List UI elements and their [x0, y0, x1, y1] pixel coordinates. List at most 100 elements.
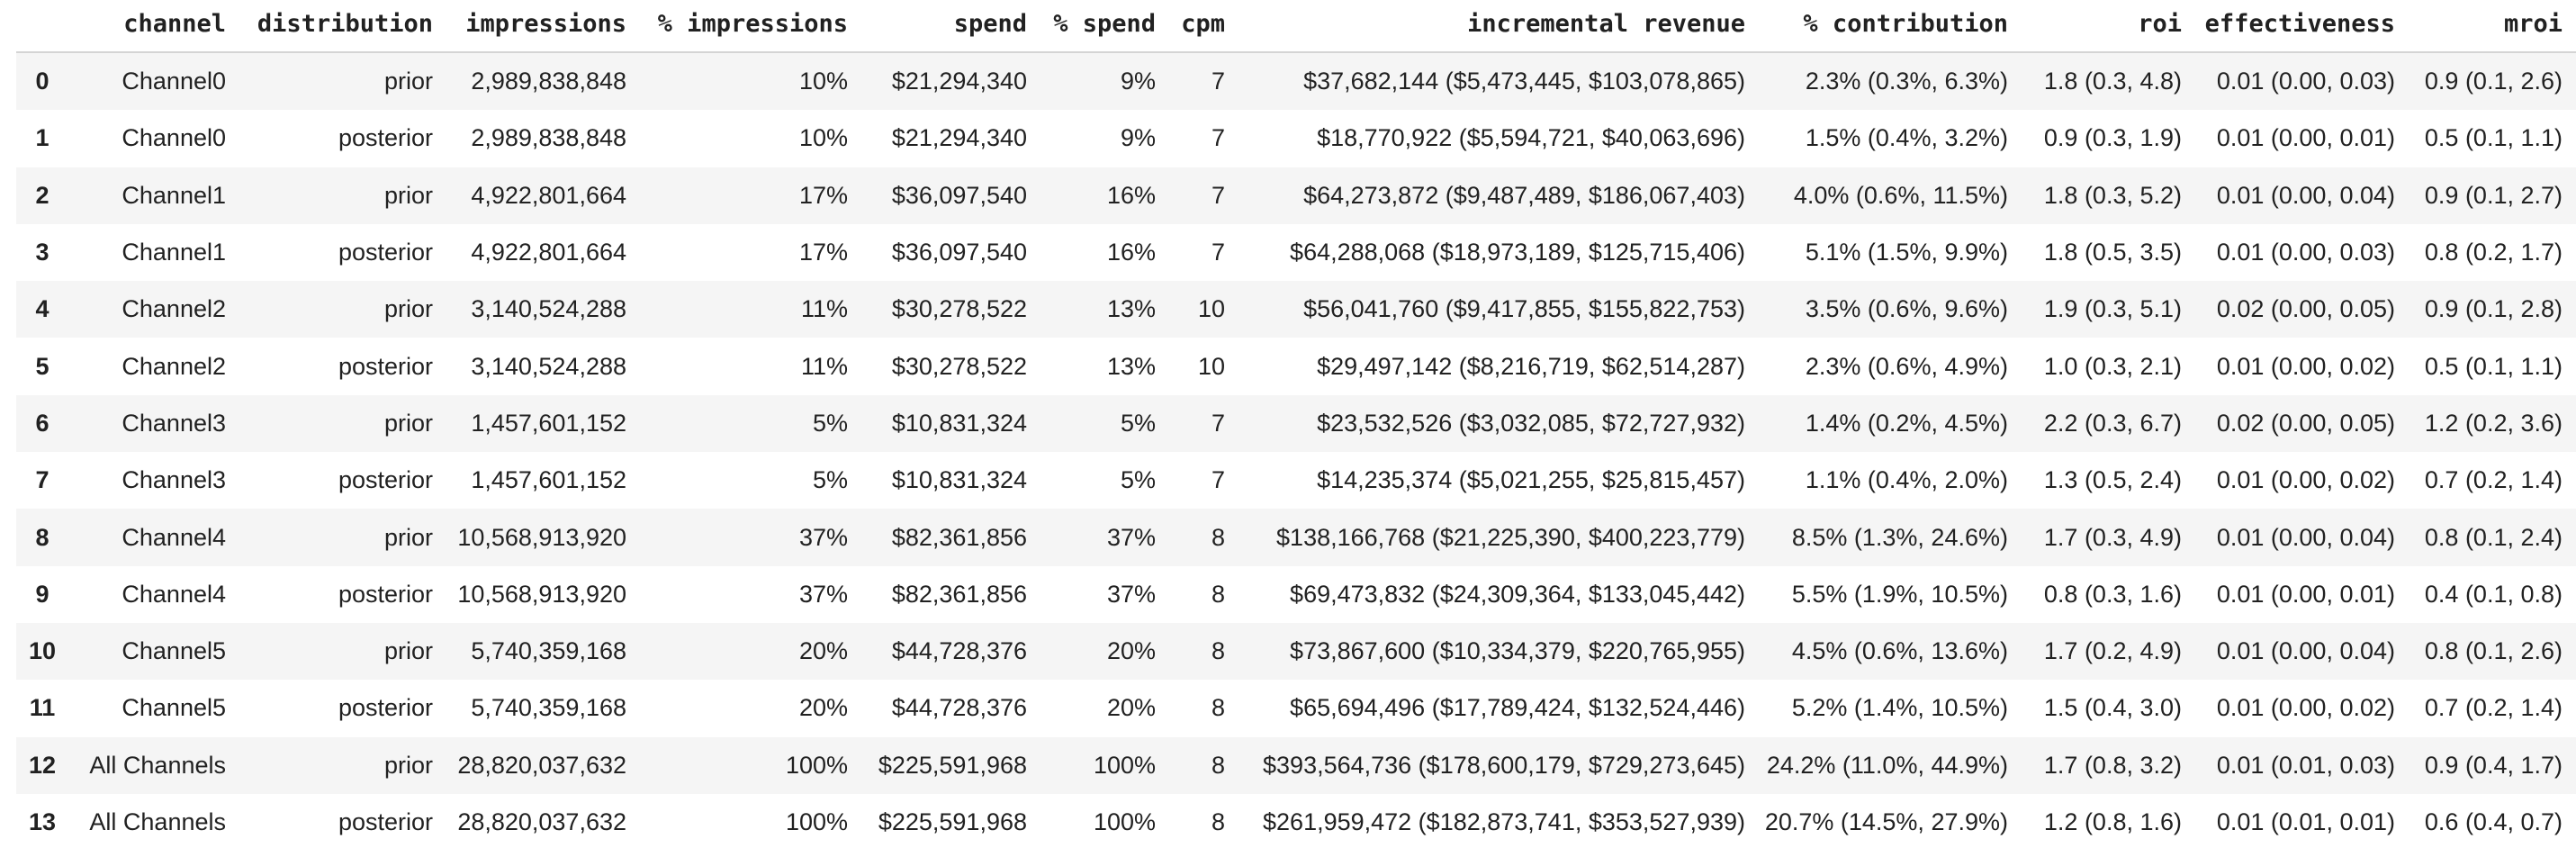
cell-pct-spend: 20% — [1106, 637, 1156, 665]
table-row: 2 Channel1 prior 4,922,801,664 17% $36,097,54… — [16, 167, 2576, 224]
cell-pct-spend: 5% — [1120, 466, 1156, 494]
cell-mroi: 0.8 (0.1, 2.4) — [2424, 523, 2562, 551]
table-row: 0 Channel0 prior 2,989,838,848 10% $21,294,34… — [16, 52, 2576, 111]
header-row: channel distribution impressions% impressi… — [16, 0, 2576, 53]
cell-pct-impressions: 17% — [798, 181, 848, 209]
cell-pct-contribution: 1.5% (0.4%, 3.2%) — [1805, 124, 2008, 152]
cell-pct-contribution: 20.7% (14.5%, 27.9%) — [1764, 808, 2008, 835]
cell-roi: 1.2 (0.8, 1.6) — [2043, 808, 2182, 835]
cell-impressions: 4,922,801,664 — [471, 239, 626, 266]
cell-pct-contribution: 4.0% (0.6%, 11.5%) — [1793, 181, 2008, 209]
row-index: 1 — [35, 124, 50, 152]
cell-pct-impressions: 17% — [798, 239, 848, 266]
cell-distribution: posterior — [338, 352, 433, 380]
row-index: 7 — [35, 466, 50, 494]
column-header-cpm: cpm — [1169, 0, 1238, 53]
table-row: 9 Channel4 posterior 10,568,913,920 37% $82,3… — [16, 565, 2576, 623]
cell-pct-impressions: 5% — [812, 409, 848, 437]
cell-spend: $44,728,376 — [891, 694, 1027, 722]
cell-effectiveness: 0.02 (0.00, 0.05) — [2216, 409, 2395, 437]
cell-cpm: 8 — [1211, 751, 1225, 779]
cell-pct-spend: 16% — [1106, 181, 1156, 209]
cell-effectiveness: 0.01 (0.00, 0.04) — [2216, 523, 2395, 551]
cell-pct-spend: 13% — [1106, 295, 1156, 323]
cell-spend: $36,097,540 — [891, 181, 1027, 209]
cell-pct-contribution: 3.5% (0.6%, 9.6%) — [1805, 295, 2008, 323]
cell-pct-impressions: 37% — [798, 523, 848, 551]
cell-pct-spend: 9% — [1120, 68, 1156, 95]
cell-spend: $30,278,522 — [891, 295, 1027, 323]
table-row: 8 Channel4 prior 10,568,913,920 37% $82,361,8… — [16, 509, 2576, 566]
cell-cpm: 8 — [1211, 637, 1225, 665]
cell-pct-contribution: 1.4% (0.2%, 4.5%) — [1805, 409, 2008, 437]
cell-spend: $10,831,324 — [891, 466, 1027, 494]
cell-impressions: 10,568,913,920 — [457, 523, 626, 551]
cell-channel: Channel2 — [122, 352, 226, 380]
cell-pct-impressions: 10% — [798, 68, 848, 95]
cell-incremental-revenue: $56,041,760 ($9,417,855, $155,822,753) — [1303, 295, 1745, 323]
cell-incremental-revenue: $14,235,374 ($5,021,255, $25,815,457) — [1317, 466, 1745, 494]
table-row: 1 Channel0 posterior 2,989,838,848 10% $21,29… — [16, 110, 2576, 167]
cell-pct-contribution: 4.5% (0.6%, 13.6%) — [1791, 637, 2008, 665]
cell-impressions: 1,457,601,152 — [471, 409, 626, 437]
cell-roi: 1.8 (0.5, 3.5) — [2043, 239, 2182, 266]
cell-channel: All Channels — [89, 808, 226, 835]
table-header: channel distribution impressions% impressi… — [16, 0, 2576, 53]
cell-mroi: 0.8 (0.1, 2.6) — [2424, 637, 2562, 665]
table-row: 4 Channel2 prior 3,140,524,288 11% $30,278,52… — [16, 281, 2576, 338]
table-row: 6 Channel3 prior 1,457,601,152 5% $10,831,324… — [16, 394, 2576, 453]
cell-roi: 1.7 (0.8, 3.2) — [2043, 751, 2182, 779]
table-row: 5 Channel2 posterior 3,140,524,288 11% $30,27… — [16, 338, 2576, 395]
cell-channel: Channel0 — [122, 124, 226, 152]
cell-impressions: 10,568,913,920 — [457, 580, 626, 608]
cell-pct-impressions: 20% — [798, 637, 848, 665]
cell-distribution: prior — [383, 523, 433, 551]
column-header-effectiveness: effectiveness — [2195, 0, 2409, 53]
cell-mroi: 0.9 (0.1, 2.7) — [2424, 181, 2562, 209]
cell-pct-impressions: 100% — [785, 808, 848, 835]
cell-distribution: posterior — [338, 808, 433, 835]
cell-channel: Channel2 — [122, 295, 226, 323]
cell-roi: 1.9 (0.3, 5.1) — [2043, 295, 2182, 323]
cell-distribution: prior — [383, 409, 433, 437]
cell-impressions: 3,140,524,288 — [471, 352, 626, 380]
cell-cpm: 7 — [1211, 466, 1225, 494]
cell-distribution: posterior — [338, 694, 433, 722]
cell-impressions: 3,140,524,288 — [471, 295, 626, 323]
cell-incremental-revenue: $138,166,768 ($21,225,390, $400,223,779) — [1276, 523, 1745, 551]
cell-effectiveness: 0.01 (0.00, 0.01) — [2216, 124, 2395, 152]
cell-channel: Channel4 — [122, 580, 226, 608]
cell-channel: Channel5 — [122, 694, 226, 722]
cell-cpm: 8 — [1211, 580, 1225, 608]
cell-spend: $10,831,324 — [891, 409, 1027, 437]
cell-spend: $21,294,340 — [891, 68, 1027, 95]
cell-incremental-revenue: $64,273,872 ($9,487,489, $186,067,403) — [1303, 181, 1745, 209]
cell-cpm: 10 — [1197, 352, 1225, 380]
column-header-incremental-revenue: incremental revenue — [1238, 0, 1759, 53]
cell-distribution: prior — [383, 181, 433, 209]
cell-pct-spend: 5% — [1120, 409, 1156, 437]
cell-effectiveness: 0.01 (0.00, 0.02) — [2216, 694, 2395, 722]
cell-roi: 1.5 (0.4, 3.0) — [2043, 694, 2182, 722]
cell-cpm: 8 — [1211, 694, 1225, 722]
column-header-impressions: impressions — [446, 0, 640, 53]
cell-pct-contribution: 5.5% (1.9%, 10.5%) — [1791, 580, 2008, 608]
cell-incremental-revenue: $69,473,832 ($24,309,364, $133,045,442) — [1290, 580, 1745, 608]
cell-pct-spend: 37% — [1106, 523, 1156, 551]
cell-roi: 0.9 (0.3, 1.9) — [2043, 124, 2182, 152]
cell-mroi: 0.7 (0.2, 1.4) — [2424, 694, 2562, 722]
cell-effectiveness: 0.01 (0.00, 0.02) — [2216, 352, 2395, 380]
cell-effectiveness: 0.01 (0.00, 0.04) — [2216, 181, 2395, 209]
cell-mroi: 0.6 (0.4, 0.7) — [2424, 808, 2562, 835]
cell-pct-spend: 100% — [1093, 808, 1156, 835]
cell-incremental-revenue: $393,564,736 ($178,600,179, $729,273,645… — [1263, 751, 1745, 779]
cell-pct-impressions: 11% — [800, 295, 848, 323]
cell-pct-contribution: 8.5% (1.3%, 24.6%) — [1791, 523, 2008, 551]
cell-channel: Channel3 — [122, 466, 226, 494]
cell-incremental-revenue: $261,959,472 ($182,873,741, $353,527,939… — [1263, 808, 1745, 835]
row-index: 6 — [35, 409, 50, 437]
cell-impressions: 28,820,037,632 — [457, 808, 626, 835]
column-header-channel: channel — [68, 0, 239, 53]
row-index: 9 — [35, 580, 50, 608]
cell-spend: $225,591,968 — [878, 751, 1027, 779]
